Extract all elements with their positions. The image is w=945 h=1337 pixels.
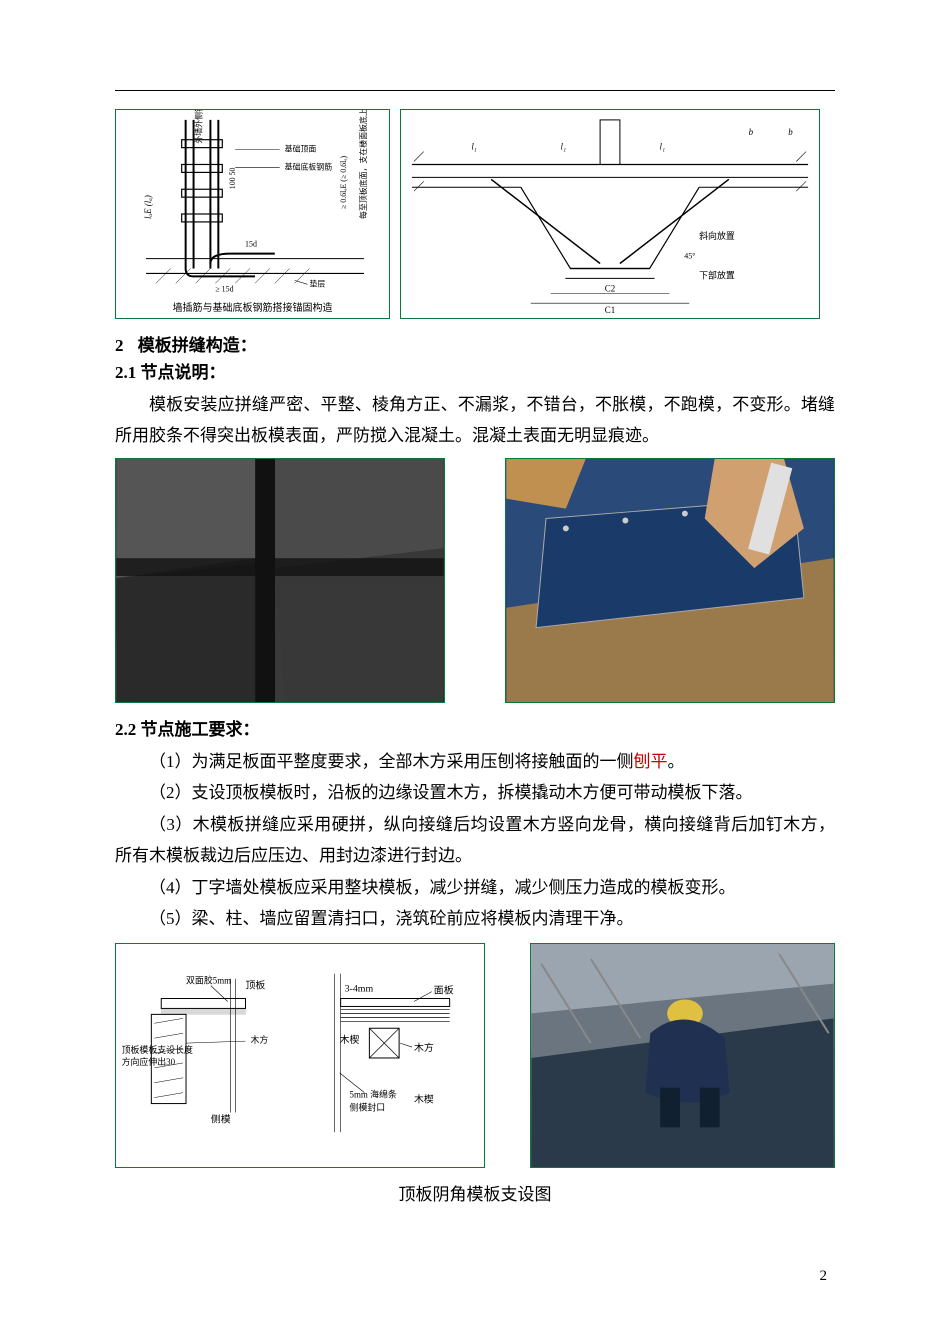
item-3-prefix: （3） <box>149 815 193 834</box>
svg-text:l₁: l₁ <box>660 142 666 152</box>
svg-text:双面胶5mm: 双面胶5mm <box>186 974 231 985</box>
svg-text:下部放置: 下部放置 <box>699 269 735 280</box>
svg-text:木方: 木方 <box>250 1034 268 1045</box>
figure-3-caption: 顶板阴角模板支设图 <box>115 1180 835 1205</box>
svg-text:l₁: l₁ <box>560 142 566 152</box>
svg-text:每至顶板底面，支在楼面板底上: 每至顶板底面，支在楼面板底上 <box>358 110 368 219</box>
item-2-text: 支设顶板模板时，沿板的边缘设置木方，拆模撬动木方便可带动模板下落。 <box>192 783 753 802</box>
svg-text:l₁: l₁ <box>471 142 477 152</box>
figure-row-2 <box>115 458 835 703</box>
svg-text:基础底板钢筋: 基础底板钢筋 <box>285 161 333 171</box>
diagram-trough-section: C2 C1 l₁ l₁ l₁ b b 斜向放置 下部放置 45° <box>401 110 819 318</box>
document-page: 外墙外侧钢筋 基础顶面 基础底板钢筋 每至顶板底面，支在楼面板底上 ≥ 0.6l… <box>0 0 945 1337</box>
paragraph-2-1: 模板安装应拼缝严密、平整、棱角方正、不漏浆，不错台，不胀模，不跑模，不变形。堵缝… <box>115 389 835 452</box>
item-1-red: 刨平 <box>634 752 668 771</box>
svg-text:基础顶面: 基础顶面 <box>285 144 317 154</box>
svg-text:顶板模板支设长度: 顶板模板支设长度 <box>122 1044 193 1055</box>
figure-1-left-caption: 墙插筋与基础底板钢筋搭接锚固构造 <box>173 299 333 314</box>
item-1-text: 为满足板面平整度要求，全部木方采用压刨将接触面的一侧 <box>192 752 634 771</box>
heading-2-number: 2 <box>115 336 124 355</box>
diagram-corner-formwork: 双面胶5mm 顶板 顶板模板支设长度 方向应伸出30 木方 侧模 3-4mm 面… <box>116 944 484 1167</box>
svg-text:5mm 海绵条: 5mm 海绵条 <box>350 1088 397 1099</box>
item-4-prefix: （4） <box>149 878 192 897</box>
photo-sealant-application <box>505 458 835 703</box>
svg-text:侧模封口: 侧模封口 <box>350 1101 386 1112</box>
subheading-2-2-number: 2.2 <box>115 720 136 739</box>
item-5-prefix: （5） <box>149 909 192 928</box>
photo-worker-formwork <box>530 943 835 1168</box>
item-2-prefix: （2） <box>149 783 192 802</box>
svg-text:木楔: 木楔 <box>414 1093 434 1105</box>
diagram-wall-rebar: 外墙外侧钢筋 基础顶面 基础底板钢筋 每至顶板底面，支在楼面板底上 ≥ 0.6l… <box>116 110 389 318</box>
svg-text:lₐE (lₐ): lₐE (lₐ) <box>143 195 153 219</box>
subheading-2-2-title: 节点施工要求： <box>141 720 260 739</box>
svg-text:3-4mm: 3-4mm <box>345 983 374 994</box>
svg-text:45°: 45° <box>684 252 695 261</box>
svg-text:C2: C2 <box>605 283 615 293</box>
item-3-text: 木模板拼缝应采用硬拼，纵向接缝后均设置木方竖向龙骨，横向接缝背后加钉木方，所有木… <box>115 815 835 865</box>
svg-text:≥ 0.6lₐE (≥ 0.6lₐ): ≥ 0.6lₐE (≥ 0.6lₐ) <box>339 155 348 209</box>
svg-text:面板: 面板 <box>434 983 454 996</box>
item-2-2-2: （2）支设顶板模板时，沿板的边缘设置木方，拆模撬动木方便可带动模板下落。 <box>115 777 835 808</box>
subheading-2-1: 2.1 节点说明： <box>115 358 835 383</box>
svg-text:b: b <box>788 127 793 137</box>
svg-text:15d: 15d <box>245 240 257 249</box>
svg-text:木方: 木方 <box>414 1041 434 1054</box>
svg-text:侧模: 侧模 <box>211 1112 231 1125</box>
svg-text:顶板: 顶板 <box>245 978 265 991</box>
svg-text:木楔: 木楔 <box>340 1034 360 1046</box>
subheading-2-1-title: 节点说明： <box>141 363 226 382</box>
svg-text:≥ 15d: ≥ 15d <box>215 284 233 293</box>
subheading-2-1-number: 2.1 <box>115 363 136 382</box>
heading-section-2: 2 模板拼缝构造： <box>115 331 835 356</box>
svg-text:方向应伸出30: 方向应伸出30 <box>122 1055 176 1066</box>
subheading-2-2: 2.2 节点施工要求： <box>115 715 835 740</box>
page-number: 2 <box>820 1268 828 1285</box>
svg-text:外墙外侧钢筋: 外墙外侧钢筋 <box>193 110 203 144</box>
top-horizontal-rule <box>115 90 835 91</box>
svg-text:b: b <box>749 127 754 137</box>
svg-text:垫层: 垫层 <box>309 278 325 288</box>
figure-1-right: C2 C1 l₁ l₁ l₁ b b 斜向放置 下部放置 45° <box>400 109 820 319</box>
photo-formwork-joint <box>115 458 445 703</box>
svg-text:斜向放置: 斜向放置 <box>699 230 735 241</box>
figure-1-left: 外墙外侧钢筋 基础顶面 基础底板钢筋 每至顶板底面，支在楼面板底上 ≥ 0.6l… <box>115 109 390 319</box>
figure-row-3: 双面胶5mm 顶板 顶板模板支设长度 方向应伸出30 木方 侧模 3-4mm 面… <box>115 943 835 1168</box>
item-4-text: 丁字墙处模板应采用整块模板，减少拼缝，减少侧压力造成的模板变形。 <box>192 878 736 897</box>
item-2-2-3: （3）木模板拼缝应采用硬拼，纵向接缝后均设置木方竖向龙骨，横向接缝背后加钉木方，… <box>115 809 835 872</box>
item-1-prefix: （1） <box>149 752 192 771</box>
item-2-2-5: （5）梁、柱、墙应留置清扫口，浇筑砼前应将模板内清理干净。 <box>115 903 835 934</box>
item-2-2-1: （1）为满足板面平整度要求，全部木方采用压刨将接触面的一侧刨平。 <box>115 746 835 777</box>
item-5-text: 梁、柱、墙应留置清扫口，浇筑砼前应将模板内清理干净。 <box>192 909 634 928</box>
item-1-after: 。 <box>668 752 685 771</box>
figure-3-left: 双面胶5mm 顶板 顶板模板支设长度 方向应伸出30 木方 侧模 3-4mm 面… <box>115 943 485 1168</box>
item-2-2-4: （4）丁字墙处模板应采用整块模板，减少拼缝，减少侧压力造成的模板变形。 <box>115 872 835 903</box>
svg-text:100 50: 100 50 <box>228 167 237 189</box>
figure-row-1: 外墙外侧钢筋 基础顶面 基础底板钢筋 每至顶板底面，支在楼面板底上 ≥ 0.6l… <box>115 109 835 319</box>
svg-text:C1: C1 <box>605 305 615 315</box>
heading-2-title: 模板拼缝构造： <box>138 336 257 355</box>
